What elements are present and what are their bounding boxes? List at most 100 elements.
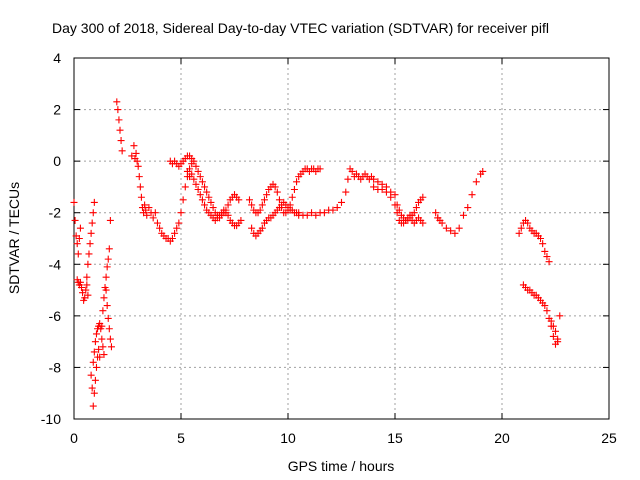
data-point bbox=[539, 240, 547, 248]
data-point bbox=[312, 211, 320, 219]
data-point bbox=[107, 343, 115, 351]
data-point bbox=[190, 175, 198, 183]
data-point bbox=[77, 283, 85, 291]
data-point bbox=[549, 332, 557, 340]
data-point bbox=[89, 209, 97, 217]
data-point bbox=[248, 224, 256, 232]
data-point bbox=[153, 219, 161, 227]
data-point bbox=[224, 201, 232, 209]
data-point bbox=[515, 229, 523, 237]
data-point bbox=[329, 206, 337, 214]
data-point bbox=[104, 255, 112, 263]
data-point bbox=[541, 247, 549, 255]
data-point bbox=[103, 302, 111, 310]
series-seg-c bbox=[83, 198, 98, 281]
data-point bbox=[464, 204, 472, 212]
data-point bbox=[472, 178, 480, 186]
data-point bbox=[235, 196, 243, 204]
data-point bbox=[102, 286, 110, 294]
data-point bbox=[92, 363, 100, 371]
data-point bbox=[451, 229, 459, 237]
data-point bbox=[156, 224, 164, 232]
data-point bbox=[196, 191, 204, 199]
series-seg-a bbox=[70, 198, 84, 258]
data-point bbox=[198, 178, 206, 186]
data-point bbox=[136, 183, 144, 191]
data-point bbox=[95, 345, 103, 353]
data-point bbox=[90, 389, 98, 397]
data-point bbox=[105, 245, 113, 253]
data-point bbox=[137, 193, 145, 201]
data-point bbox=[256, 206, 264, 214]
data-point bbox=[468, 191, 476, 199]
data-point bbox=[114, 106, 122, 114]
data-point bbox=[76, 224, 84, 232]
data-point bbox=[133, 157, 141, 165]
data-point bbox=[543, 253, 551, 261]
data-point bbox=[86, 240, 94, 248]
data-point bbox=[99, 343, 107, 351]
data-point bbox=[196, 173, 204, 181]
series-seg-p bbox=[393, 201, 427, 227]
data-point bbox=[113, 98, 121, 106]
x-tick-label: 0 bbox=[70, 430, 78, 446]
data-point bbox=[295, 209, 303, 217]
y-tick-label: -4 bbox=[49, 256, 62, 272]
data-point bbox=[194, 167, 202, 175]
grid-lines bbox=[74, 58, 609, 419]
data-point bbox=[278, 204, 286, 212]
data-point bbox=[293, 178, 301, 186]
data-point bbox=[151, 209, 159, 217]
data-point bbox=[100, 294, 108, 302]
data-point bbox=[87, 229, 95, 237]
data-point bbox=[84, 260, 92, 268]
data-point bbox=[543, 307, 551, 315]
data-point bbox=[171, 229, 179, 237]
data-point bbox=[89, 358, 97, 366]
data-point bbox=[115, 116, 123, 124]
data-point bbox=[308, 209, 316, 217]
data-point bbox=[71, 216, 79, 224]
series-seg-l bbox=[248, 198, 303, 240]
y-tick-label: -8 bbox=[49, 359, 62, 375]
data-point bbox=[547, 317, 555, 325]
data-point bbox=[378, 186, 386, 194]
x-tick-label: 10 bbox=[280, 430, 296, 446]
data-point bbox=[175, 219, 183, 227]
data-point bbox=[134, 162, 142, 170]
data-point bbox=[99, 307, 107, 315]
data-point bbox=[447, 227, 455, 235]
data-marks bbox=[70, 98, 564, 410]
data-point bbox=[141, 201, 149, 209]
data-point bbox=[145, 204, 153, 212]
x-tick-label: 15 bbox=[387, 430, 403, 446]
data-point bbox=[320, 209, 328, 217]
series-seg-b bbox=[73, 276, 92, 304]
data-point bbox=[545, 258, 553, 266]
y-tick-label: 2 bbox=[53, 102, 61, 118]
data-point bbox=[258, 224, 266, 232]
data-point bbox=[442, 224, 450, 232]
data-point bbox=[96, 353, 104, 361]
data-point bbox=[194, 186, 202, 194]
data-point bbox=[387, 193, 395, 201]
data-point bbox=[98, 335, 106, 343]
data-point bbox=[537, 235, 545, 242]
series-seg-k bbox=[183, 167, 245, 230]
data-point bbox=[168, 235, 176, 242]
data-point bbox=[201, 183, 209, 191]
data-point bbox=[245, 196, 253, 204]
data-point bbox=[370, 175, 378, 183]
series-seg-g bbox=[102, 286, 115, 351]
y-tick-label: 0 bbox=[53, 153, 61, 169]
data-point bbox=[436, 216, 444, 224]
x-tick-label: 25 bbox=[601, 430, 617, 446]
y-tick-label: -6 bbox=[49, 308, 62, 324]
data-point bbox=[90, 198, 98, 206]
data-point bbox=[284, 206, 292, 214]
data-point bbox=[395, 206, 403, 214]
data-point bbox=[88, 219, 96, 227]
data-point bbox=[432, 209, 440, 217]
series-seg-s bbox=[515, 216, 553, 266]
data-point bbox=[554, 335, 562, 343]
